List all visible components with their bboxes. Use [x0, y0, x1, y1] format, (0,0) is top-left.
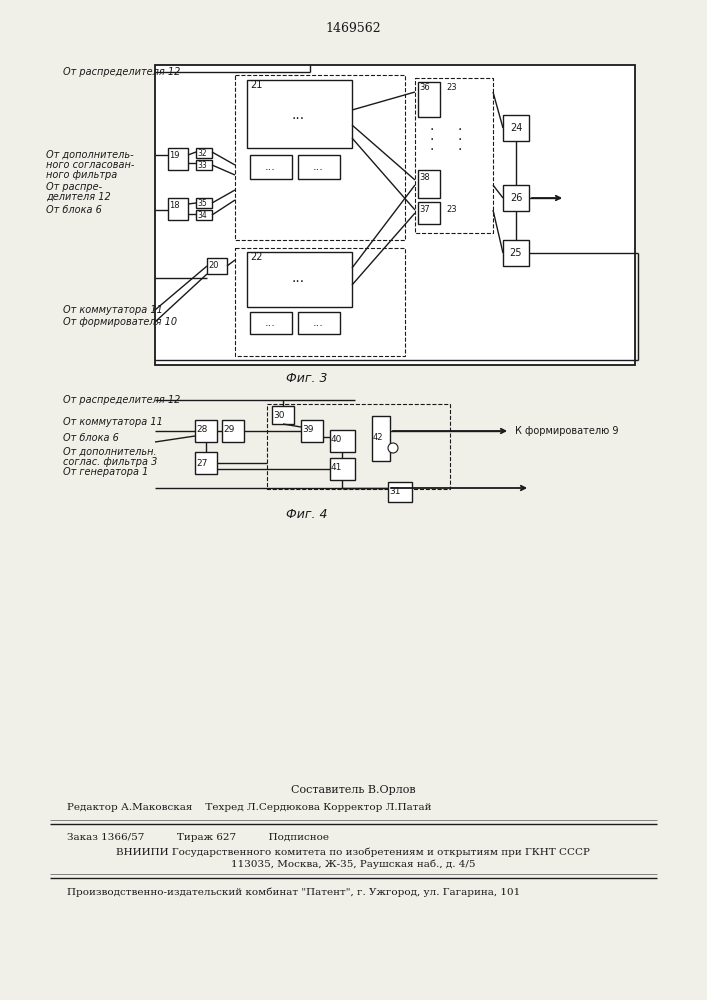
Bar — [168, 148, 188, 170]
Bar — [207, 258, 227, 274]
Text: От распределителя 12: От распределителя 12 — [63, 67, 180, 77]
Text: От генератора 1: От генератора 1 — [63, 467, 148, 477]
Text: 34: 34 — [197, 211, 206, 220]
Bar — [235, 248, 405, 356]
Bar — [298, 155, 340, 179]
Bar — [196, 198, 212, 208]
Bar — [235, 75, 405, 240]
Text: От дополнитель-: От дополнитель- — [46, 150, 134, 160]
Text: 21: 21 — [250, 80, 262, 90]
Text: 30: 30 — [273, 410, 284, 420]
Bar — [301, 420, 323, 442]
Bar — [330, 458, 355, 480]
Bar — [250, 155, 292, 179]
Text: ·: · — [430, 133, 434, 147]
Bar — [330, 430, 355, 452]
Bar — [272, 406, 294, 424]
Text: От блока 6: От блока 6 — [63, 433, 119, 443]
Text: 37: 37 — [419, 206, 430, 215]
Text: ·: · — [430, 123, 434, 137]
Bar — [372, 416, 390, 461]
Circle shape — [388, 443, 398, 453]
Text: Производственно-издательский комбинат "Патент", г. Ужгород, ул. Гагарина, 101: Производственно-издательский комбинат "П… — [67, 887, 520, 897]
Text: От коммутатора 11: От коммутатора 11 — [63, 417, 163, 427]
Bar — [418, 170, 440, 198]
Text: ·: · — [458, 133, 462, 147]
Text: От распределителя 12: От распределителя 12 — [63, 395, 180, 405]
Text: ...: ... — [264, 318, 276, 328]
Text: Составитель В.Орлов: Составитель В.Орлов — [291, 785, 415, 795]
Text: 28: 28 — [196, 426, 207, 434]
Text: ...: ... — [312, 318, 323, 328]
Text: делителя 12: делителя 12 — [46, 192, 111, 202]
Text: От распре-: От распре- — [46, 182, 102, 192]
Text: От дополнительн.: От дополнительн. — [63, 447, 157, 457]
Text: 113035, Москва, Ж-35, Раушская наб., д. 4/5: 113035, Москва, Ж-35, Раушская наб., д. … — [230, 859, 475, 869]
Text: 33: 33 — [197, 160, 206, 169]
Bar — [418, 202, 440, 224]
Bar — [168, 198, 188, 220]
Bar — [415, 78, 493, 233]
Text: 40: 40 — [331, 436, 342, 444]
Text: 23: 23 — [446, 84, 457, 93]
Text: ·: · — [458, 123, 462, 137]
Text: 19: 19 — [169, 151, 180, 160]
Bar — [503, 240, 529, 266]
Text: 42: 42 — [373, 434, 383, 442]
Bar — [222, 420, 244, 442]
Bar — [247, 80, 352, 148]
Text: 29: 29 — [223, 426, 235, 434]
Text: Фиг. 4: Фиг. 4 — [286, 508, 328, 520]
Text: ...: ... — [312, 162, 323, 172]
Text: Редактор А.Маковская    Техред Л.Сердюкова Корректор Л.Патай: Редактор А.Маковская Техред Л.Сердюкова … — [67, 804, 431, 812]
Bar — [196, 148, 212, 158]
Text: соглас. фильтра 3: соглас. фильтра 3 — [63, 457, 158, 467]
Text: 24: 24 — [510, 123, 522, 133]
Text: 32: 32 — [197, 148, 206, 157]
Text: ...: ... — [291, 271, 305, 285]
Text: 26: 26 — [510, 193, 522, 203]
Text: 39: 39 — [302, 426, 313, 434]
Text: 25: 25 — [510, 248, 522, 258]
Text: 38: 38 — [419, 174, 430, 182]
Bar — [196, 160, 212, 170]
Text: ...: ... — [291, 108, 305, 122]
Text: ВНИИПИ Государственного комитета по изобретениям и открытиям при ГКНТ СССР: ВНИИПИ Государственного комитета по изоб… — [116, 847, 590, 857]
Text: ·: · — [430, 143, 434, 157]
Text: От блока 6: От блока 6 — [46, 205, 102, 215]
Bar — [196, 210, 212, 220]
Bar — [195, 452, 217, 474]
Text: Фиг. 3: Фиг. 3 — [286, 371, 328, 384]
Text: От формирователя 10: От формирователя 10 — [63, 317, 177, 327]
Text: ного согласован-: ного согласован- — [46, 160, 134, 170]
Text: ·: · — [458, 143, 462, 157]
Text: 18: 18 — [169, 202, 180, 211]
Text: К формирователю 9: К формирователю 9 — [515, 426, 619, 436]
Text: 27: 27 — [196, 458, 207, 468]
Text: Заказ 1366/57          Тираж 627          Подписное: Заказ 1366/57 Тираж 627 Подписное — [67, 834, 329, 842]
Bar — [503, 115, 529, 141]
Bar — [418, 82, 440, 117]
Text: От коммутатора 11: От коммутатора 11 — [63, 305, 163, 315]
Bar — [250, 312, 292, 334]
Bar — [298, 312, 340, 334]
Text: 41: 41 — [331, 464, 342, 473]
Bar — [247, 252, 352, 307]
Text: ного фильтра: ного фильтра — [46, 170, 117, 180]
Text: 36: 36 — [419, 84, 430, 93]
Text: 35: 35 — [197, 198, 206, 208]
Text: 31: 31 — [389, 488, 400, 496]
Bar — [503, 185, 529, 211]
Text: 1469562: 1469562 — [325, 21, 381, 34]
Text: 20: 20 — [208, 261, 218, 270]
Bar — [388, 482, 412, 502]
Bar — [155, 65, 635, 365]
Bar — [267, 404, 450, 489]
Text: 22: 22 — [250, 252, 262, 262]
Bar — [195, 420, 217, 442]
Text: ...: ... — [264, 162, 276, 172]
Text: 23: 23 — [446, 206, 457, 215]
